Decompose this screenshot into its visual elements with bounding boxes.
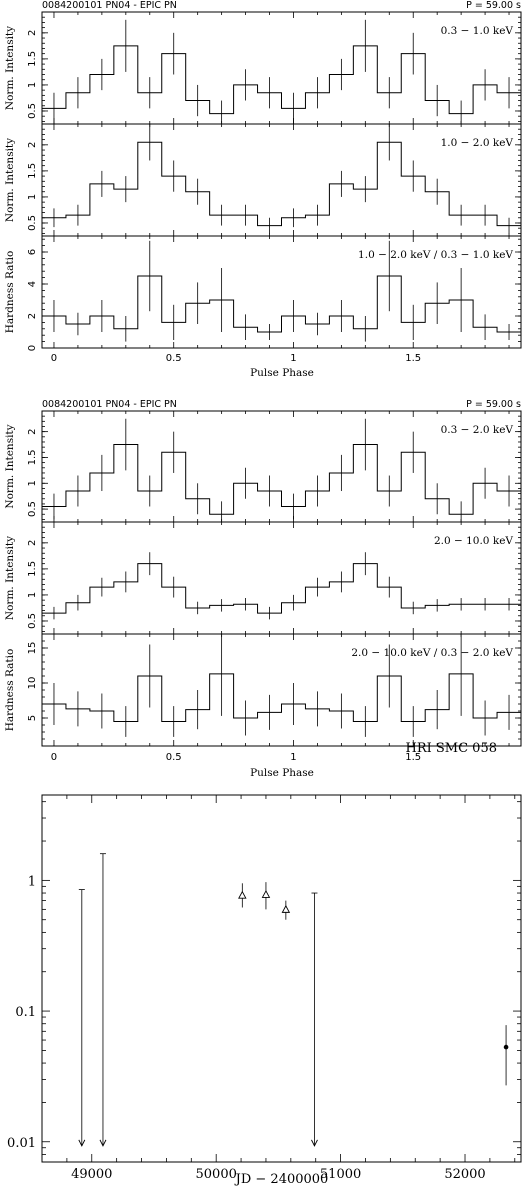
histogram-line: [42, 444, 521, 515]
y-tick-label: 10: [27, 677, 38, 690]
histogram-line: [42, 673, 521, 722]
block1-xlabel: Pulse Phase: [250, 367, 314, 379]
y-tick-label: 1.5: [27, 450, 38, 466]
triangle-marker: [261, 890, 271, 898]
upper-limit-arrow: [99, 1139, 107, 1147]
y-tick-label: 2: [27, 428, 38, 434]
band-label: 0.3 − 1.0 keV: [441, 25, 514, 37]
block1-header-right: P = 59.00 s: [466, 0, 521, 11]
upper-limit-arrow: [311, 1139, 318, 1147]
x-tick-label: 0.5: [166, 752, 182, 763]
histogram-line: [42, 563, 521, 614]
x-tick-label: 49000: [71, 1167, 112, 1182]
x-tick-label: 1: [290, 752, 296, 763]
y-tick-label: 0: [27, 345, 38, 351]
y-tick-label: 0.5: [27, 103, 38, 119]
y-tick-label: 1: [27, 592, 38, 598]
x-tick-label: 0.5: [166, 353, 182, 364]
y-tick-label: 0.5: [27, 501, 38, 517]
y-axis-label: Norm. Intensity: [4, 536, 16, 620]
detection-marker: [503, 1044, 509, 1050]
lightcurve-title: HRI SMC 058: [405, 741, 497, 756]
y-tick-label: 0.01: [7, 1136, 36, 1151]
band-label: 1.0 − 2.0 keV / 0.3 − 1.0 keV: [358, 249, 513, 261]
y-tick-label: 1: [27, 82, 38, 88]
y-axis-label: Hardness Ratio: [4, 251, 16, 334]
lightcurve-frame: [41, 794, 522, 1163]
y-tick-label: 4: [27, 281, 38, 287]
y-tick-label: 0.5: [27, 215, 38, 231]
band-label: 2.0 − 10.0 keV: [434, 535, 513, 547]
block1-panel2: 0.5 1 1.5 2 1.0 − 2.0 keV Norm. Intensity: [4, 123, 522, 237]
y-tick-label: 1.5: [27, 561, 38, 577]
histogram-line: [42, 275, 521, 333]
y-tick-label: 2: [27, 142, 38, 148]
y-axis-label: Norm. Intensity: [4, 424, 16, 508]
block2-panel2: 0.5 1 1.5 2 2.0 − 10.0 keV Norm. Intensity: [4, 521, 522, 635]
y-tick-label: 1: [28, 874, 36, 889]
block1-panel1: 0.5 1 1.5 2 0.3 − 1.0 keV Norm. Intensity: [4, 11, 522, 125]
x-tick-label: 1: [290, 353, 296, 364]
band-label: 1.0 − 2.0 keV: [441, 137, 514, 149]
block1-header-left: 0084200101 PN04 - EPIC PN: [42, 0, 177, 11]
x-tick-label: 1.5: [405, 353, 421, 364]
lightcurve-panel: 49000 50000 51000 52000 0.01 0.1 1: [7, 794, 522, 1182]
block2-header-left: 0084200101 PN04 - EPIC PN: [42, 399, 177, 410]
x-tick-label: 0: [51, 353, 57, 364]
block2-panel1: 0.5 1 1.5 2 0.3 − 2.0 keV Norm. Intensity: [4, 410, 522, 523]
x-tick-label: 52000: [444, 1167, 485, 1182]
band-label: 0.3 − 2.0 keV: [441, 424, 514, 436]
y-axis-label: Hardness Ratio: [4, 649, 16, 732]
x-tick-label: 51000: [320, 1167, 361, 1182]
triangle-marker: [238, 890, 247, 899]
y-tick-label: 15: [27, 642, 38, 655]
x-tick-label: 0: [51, 752, 57, 763]
x-tick-label: 1.5: [405, 752, 421, 763]
y-tick-label: 2: [27, 540, 38, 546]
x-tick-label: 50000: [196, 1167, 237, 1182]
y-tick-label: 1.5: [27, 163, 38, 179]
block2-header-right: P = 59.00 s: [466, 399, 521, 410]
y-axis-label: Norm. Intensity: [4, 138, 16, 222]
y-axis-label: Norm. Intensity: [4, 26, 16, 110]
y-tick-label: 5: [27, 715, 38, 721]
y-tick-label: 1: [27, 194, 38, 200]
histogram-line: [42, 141, 521, 227]
y-tick-label: 2: [27, 313, 38, 319]
block2-panel3: 5 10 15 2.0 − 10.0 keV / 0.3 − 2.0 keV Hardn…: [4, 633, 522, 747]
histogram-line: [42, 45, 521, 115]
y-tick-label: 0.5: [27, 613, 38, 629]
y-tick-label: 0.1: [15, 1005, 36, 1020]
block2-xlabel: Pulse Phase: [250, 767, 314, 779]
plot-layer: 0.5 1 1.5 2 0.3 − 1.0 keV Norm. Intensity 0.5 1…: [4, 11, 522, 1182]
y-tick-label: 1.5: [27, 51, 38, 67]
triangle-marker: [281, 904, 291, 913]
panel-frame: [41, 235, 522, 349]
y-tick-label: 2: [27, 30, 38, 36]
y-tick-label: 6: [27, 249, 38, 255]
block1-panel3: 0 2 4 6 1.0 − 2.0 keV / 0.3 − 1.0 keV Hardnes…: [4, 235, 522, 351]
band-label: 2.0 − 10.0 keV / 0.3 − 2.0 keV: [351, 647, 513, 659]
lightcurve-xlabel: JD − 2400000: [234, 1172, 329, 1187]
upper-limit-arrow: [78, 1139, 86, 1147]
y-tick-label: 1: [27, 480, 38, 486]
